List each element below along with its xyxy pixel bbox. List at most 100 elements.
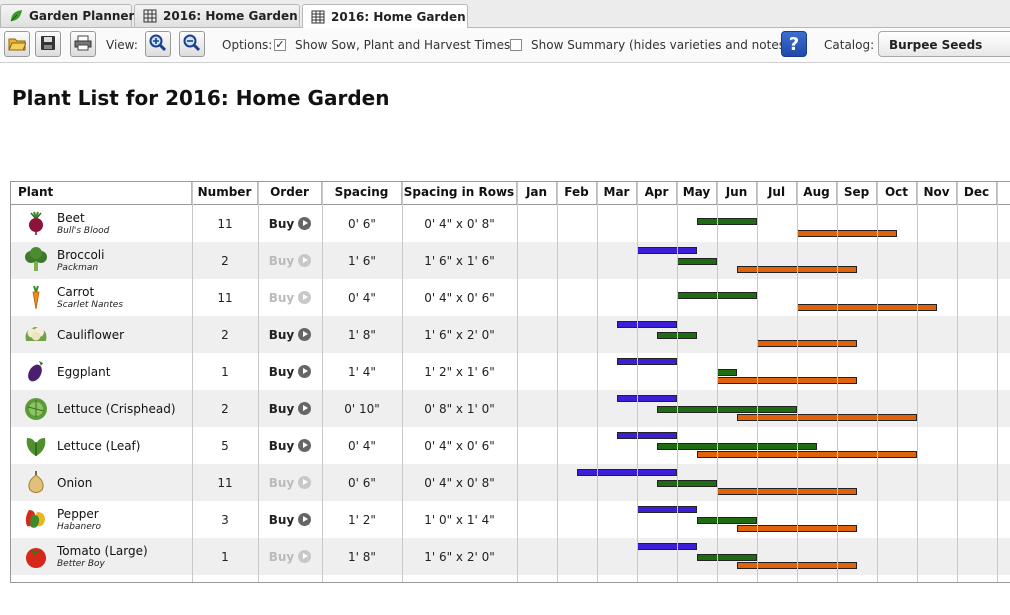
plant-variety: Bull's Blood bbox=[57, 226, 110, 236]
header-month[interactable]: Mar bbox=[597, 182, 637, 204]
column-divider bbox=[517, 182, 518, 582]
sow-bar bbox=[617, 432, 677, 439]
header-month[interactable]: Oct bbox=[877, 182, 917, 204]
table-row[interactable]: Broccoli Packman 2 Buy 1' 6" 1' 6" x 1' 6" bbox=[11, 242, 1010, 279]
plant-spacing-rows: 1' 6" x 1' 6" bbox=[424, 253, 495, 268]
harvest-bar bbox=[737, 414, 917, 421]
print-button[interactable] bbox=[70, 31, 96, 57]
table-row[interactable]: Carrot Scarlet Nantes 11 Buy 0' 4" 0' 4" x 0'… bbox=[11, 279, 1010, 316]
tomato-icon bbox=[23, 543, 49, 569]
beet-icon bbox=[23, 210, 49, 236]
plant-bar bbox=[697, 554, 757, 561]
header-number[interactable]: Number bbox=[192, 182, 258, 204]
buy-button[interactable]: Buy bbox=[269, 217, 312, 231]
header-order[interactable]: Order bbox=[258, 182, 322, 204]
play-icon bbox=[298, 550, 312, 563]
header-plant[interactable]: Plant bbox=[11, 182, 192, 204]
plant-spacing-rows: 0' 4" x 0' 8" bbox=[424, 475, 495, 490]
column-divider bbox=[192, 182, 193, 582]
header-month[interactable]: Jul bbox=[757, 182, 797, 204]
plant-bar bbox=[697, 517, 757, 524]
buy-button[interactable]: Buy bbox=[269, 439, 312, 453]
carrot-icon bbox=[23, 284, 49, 310]
plant-name-cell: Tomato (Large) Better Boy bbox=[57, 538, 148, 575]
buy-button[interactable]: Buy bbox=[269, 254, 312, 268]
header-month[interactable]: Jan bbox=[517, 182, 557, 204]
help-button[interactable]: ? bbox=[781, 31, 807, 57]
header-month[interactable]: May bbox=[677, 182, 717, 204]
plant-name: Tomato (Large) bbox=[57, 544, 148, 558]
buy-button[interactable]: Buy bbox=[269, 402, 312, 416]
plant-name-cell: Onion bbox=[57, 464, 92, 501]
buy-button[interactable]: Buy bbox=[269, 291, 312, 305]
table-row[interactable]: Beet Bull's Blood 11 Buy 0' 6" 0' 4" x 0' 8" bbox=[11, 205, 1010, 242]
plant-name-cell: Pepper Habanero bbox=[57, 501, 101, 538]
lettuce-icon bbox=[23, 395, 49, 421]
tab-garden-plan[interactable]: 2016: Home Garden bbox=[134, 4, 300, 27]
tab-garden-planner[interactable]: Garden Planner bbox=[0, 4, 134, 27]
header-month[interactable]: Jun bbox=[717, 182, 757, 204]
buy-button[interactable]: Buy bbox=[269, 365, 312, 379]
plant-spacing: 0' 6" bbox=[348, 216, 376, 231]
zoom-out-button[interactable] bbox=[179, 31, 205, 57]
eggplant-icon bbox=[23, 358, 49, 384]
sow-bar bbox=[617, 321, 677, 328]
plant-name: Carrot bbox=[57, 285, 95, 299]
header-month[interactable]: Aug bbox=[797, 182, 837, 204]
order-cell: Buy bbox=[258, 538, 322, 575]
column-divider bbox=[402, 182, 403, 582]
header-month[interactable]: Sep bbox=[837, 182, 877, 204]
plant-spacing-rows: 1' 2" x 1' 6" bbox=[424, 364, 495, 379]
pepper-icon bbox=[23, 506, 49, 532]
plant-number: 2 bbox=[221, 253, 229, 268]
plant-bar bbox=[657, 443, 817, 450]
table-row[interactable]: Eggplant 1 Buy 1' 4" 1' 2" x 1' 6" bbox=[11, 353, 1010, 390]
save-button[interactable] bbox=[35, 31, 61, 57]
plant-spacing-rows: 1' 0" x 1' 4" bbox=[424, 512, 495, 527]
header-spacing[interactable]: Spacing bbox=[322, 182, 402, 204]
catalog-select[interactable]: Burpee Seeds bbox=[878, 31, 1010, 57]
buy-label: Buy bbox=[268, 216, 295, 231]
header-month[interactable]: Nov bbox=[917, 182, 957, 204]
plant-number: 1 bbox=[221, 364, 229, 379]
show-times-checkbox[interactable]: ✓ bbox=[274, 38, 286, 51]
buy-label: Buy bbox=[268, 327, 295, 342]
plant-number: 3 bbox=[221, 512, 229, 527]
play-icon bbox=[298, 217, 312, 230]
table-row[interactable]: Tomato (Large) Better Boy 1 Buy 1' 8" 1' 6" x… bbox=[11, 538, 1010, 575]
tab-plant-list[interactable]: 2016: Home Garden bbox=[302, 4, 468, 28]
buy-button[interactable]: Buy bbox=[269, 513, 312, 527]
open-button[interactable] bbox=[4, 31, 30, 57]
harvest-bar bbox=[797, 304, 937, 311]
show-summary-checkbox[interactable] bbox=[510, 39, 522, 51]
header-month[interactable]: N bbox=[997, 182, 1010, 204]
plant-spacing-rows: 0' 4" x 0' 6" bbox=[424, 290, 495, 305]
plant-spacing: 1' 8" bbox=[348, 327, 376, 342]
header-spacing-rows[interactable]: Spacing in Rows bbox=[402, 182, 517, 204]
buy-button[interactable]: Buy bbox=[269, 328, 312, 342]
table-row[interactable]: Cauliflower 2 Buy 1' 8" 1' 6" x 2' 0" bbox=[11, 316, 1010, 353]
table-row[interactable]: Lettuce (Crisphead) 2 Buy 0' 10" 0' 8" x 1' … bbox=[11, 390, 1010, 427]
buy-button[interactable]: Buy bbox=[269, 550, 312, 564]
header-month[interactable]: Feb bbox=[557, 182, 597, 204]
zoom-in-button[interactable] bbox=[145, 31, 171, 57]
table-row[interactable]: Lettuce (Leaf) 5 Buy 0' 4" 0' 4" x 0' 6" bbox=[11, 427, 1010, 464]
plant-number: 1 bbox=[221, 549, 229, 564]
plant-spacing: 0' 10" bbox=[344, 401, 380, 416]
order-cell: Buy bbox=[258, 501, 322, 538]
header-month[interactable]: Dec bbox=[957, 182, 997, 204]
header-month[interactable]: Apr bbox=[637, 182, 677, 204]
month-divider bbox=[597, 182, 598, 582]
buy-button[interactable]: Buy bbox=[269, 476, 312, 490]
plant-bar bbox=[677, 258, 717, 265]
plant-spacing: 0' 4" bbox=[348, 438, 376, 453]
view-label: View: bbox=[106, 38, 138, 52]
plant-name: Cauliflower bbox=[57, 327, 125, 342]
leaf-icon bbox=[9, 9, 23, 23]
table-row[interactable]: Pepper Habanero 3 Buy 1' 2" 1' 0" x 1' 4" bbox=[11, 501, 1010, 538]
sow-bar bbox=[637, 543, 697, 550]
table-row[interactable]: Onion 11 Buy 0' 6" 0' 4" x 0' 8" bbox=[11, 464, 1010, 501]
column-divider bbox=[322, 182, 323, 582]
plant-list-icon bbox=[311, 10, 325, 24]
plant-spacing-rows: 0' 8" x 1' 0" bbox=[424, 401, 495, 416]
